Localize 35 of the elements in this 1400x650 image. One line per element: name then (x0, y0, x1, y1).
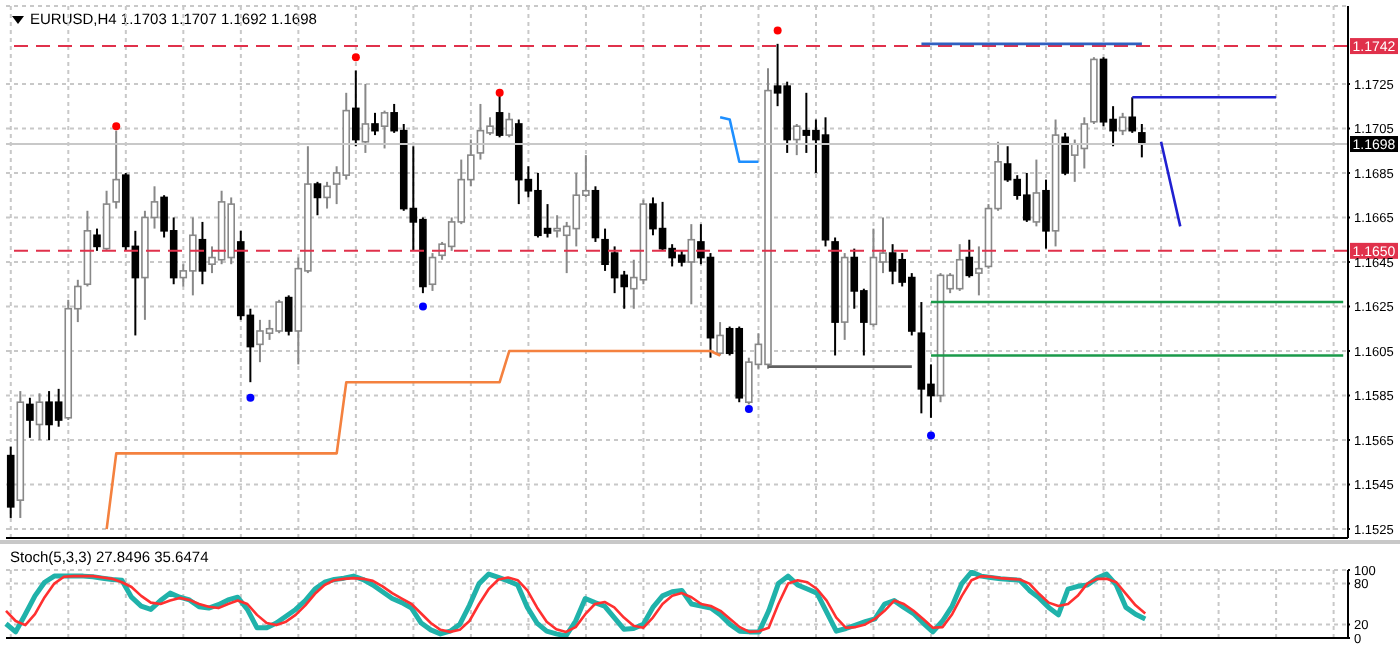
point (773, 26, 782, 35)
point (744, 404, 753, 413)
candlestick (505, 111, 513, 139)
candlestick (965, 238, 974, 279)
candlestick (1042, 178, 1050, 250)
candlestick (1061, 131, 1069, 177)
candlestick (93, 227, 101, 252)
point (495, 88, 504, 97)
candlestick (975, 245, 983, 297)
candlestick (591, 185, 600, 243)
candlestick (371, 111, 379, 137)
candlestick (716, 321, 724, 357)
point (246, 393, 255, 402)
candlestick (495, 91, 504, 139)
candlestick (1138, 122, 1146, 159)
candlestick (198, 220, 207, 286)
point (927, 431, 936, 440)
candlestick (792, 122, 801, 157)
candlestick (35, 392, 44, 442)
candlestick (26, 396, 34, 439)
point (351, 53, 360, 62)
candlestick (428, 252, 437, 292)
candlestick (1032, 158, 1041, 228)
point (112, 122, 121, 131)
candlestick (284, 294, 293, 337)
candlestick (313, 180, 322, 217)
point (418, 302, 427, 311)
candlestick (687, 223, 696, 306)
candlestick (102, 189, 111, 252)
candlestick (380, 109, 389, 150)
candlestick (323, 180, 331, 210)
candlestick (352, 69, 360, 148)
candlestick (361, 82, 370, 154)
candlestick (1118, 111, 1127, 137)
candlestick (1128, 96, 1137, 134)
